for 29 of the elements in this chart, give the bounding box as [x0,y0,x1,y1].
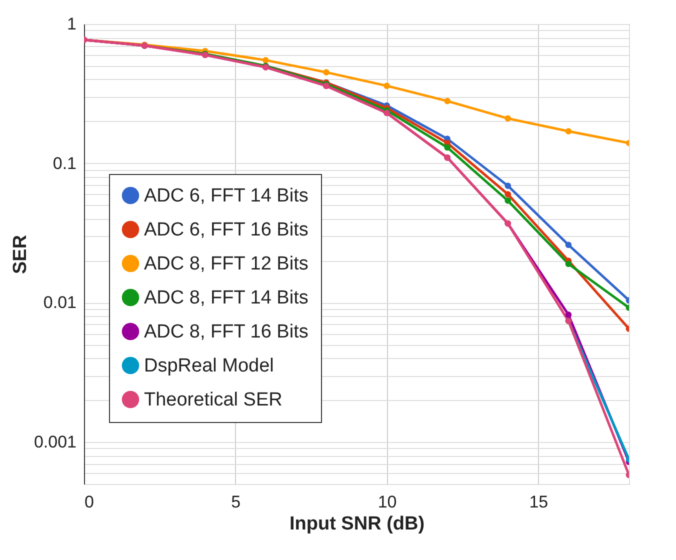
legend-label: ADC 6, FFT 14 Bits [144,186,308,206]
legend-label: Theoretical SER [144,390,282,410]
point [565,128,572,134]
legend-label: ADC 6, FFT 16 Bits [144,220,308,240]
y-axis-title: SER [10,234,31,274]
y-tick-label: 0.1 [52,154,76,173]
legend-label: ADC 8, FFT 14 Bits [144,288,308,308]
point [384,82,390,89]
x-tick-label: 10 [378,492,397,512]
x-tick-label: 5 [231,492,241,512]
legend-label: ADC 8, FFT 12 Bits [144,254,308,274]
x-tick-label: 15 [529,492,548,512]
y-tick-label: 1 [67,14,76,34]
point [504,182,512,189]
legend-label: ADC 8, FFT 16 Bits [144,322,308,342]
y-tick-label: 0.001 [34,432,76,452]
point [504,191,512,198]
point [444,144,450,151]
x-tick-label: 0 [84,492,94,512]
point [504,197,512,204]
x-axis-title: Input SNR (dB) [289,514,425,534]
point [262,57,269,64]
point [444,98,450,104]
point [323,69,330,76]
point [565,260,572,268]
point [565,242,572,248]
y-tick-label: 0.01 [43,293,76,312]
point [504,115,512,122]
legend-label: DspReal Model [144,356,274,376]
